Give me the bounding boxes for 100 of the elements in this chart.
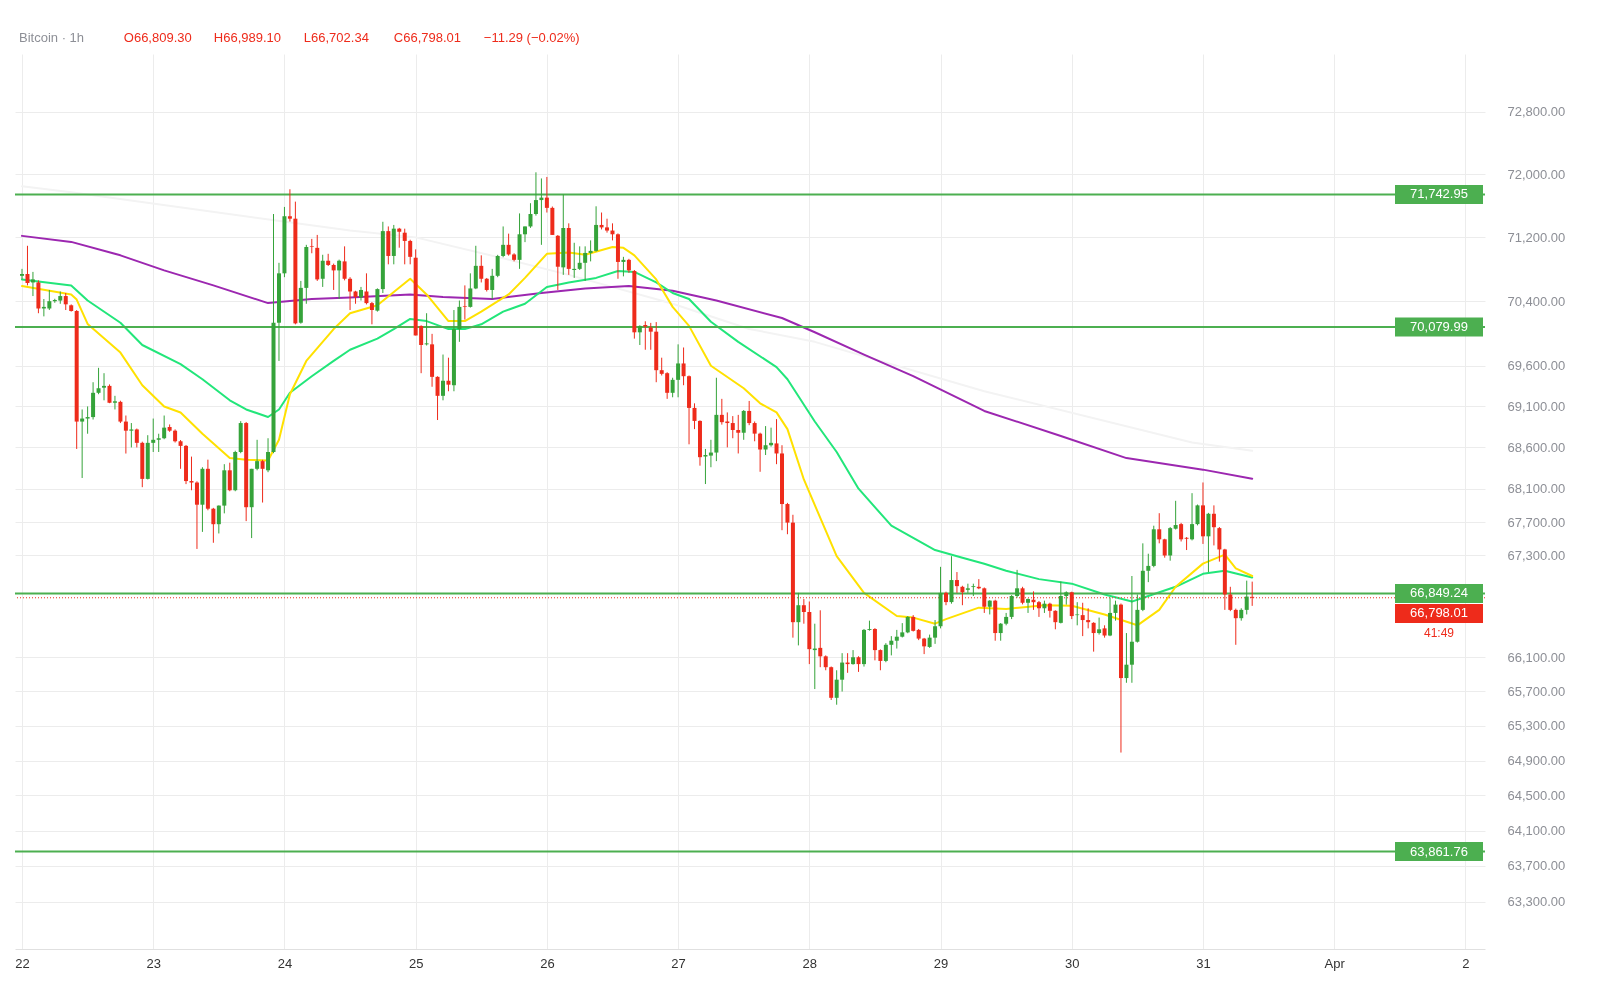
x-tick-label: 22 (15, 955, 30, 971)
candlestick (621, 256, 626, 277)
candlestick (397, 227, 402, 249)
y-tick-label: 64,100.00 (1507, 823, 1566, 839)
candlestick (473, 245, 478, 290)
candlestick (1129, 575, 1134, 684)
candlestick (506, 233, 511, 257)
candlestick (1091, 621, 1096, 653)
candlestick (1069, 591, 1074, 620)
candlestick (1244, 580, 1249, 615)
x-tick-label: Apr (1324, 955, 1346, 971)
candlestick (752, 421, 757, 442)
candlestick (331, 263, 336, 291)
candlestick (954, 571, 959, 594)
candlestick (129, 422, 134, 448)
candlestick (867, 620, 872, 632)
candlestick (25, 245, 30, 286)
candlestick (894, 629, 899, 650)
x-tick-label: 23 (146, 955, 161, 971)
candlestick (747, 400, 752, 426)
candlestick (533, 171, 538, 217)
candlestick (763, 425, 768, 456)
candlestick (785, 502, 790, 535)
candlestick (402, 228, 407, 265)
candlestick (730, 415, 735, 439)
x-tick-label: 28 (802, 955, 818, 971)
candlestick (588, 239, 593, 262)
candlestick (1086, 607, 1091, 629)
candlestick (1036, 600, 1041, 618)
candlestick (1053, 609, 1058, 630)
candlestick (358, 286, 363, 302)
candlestick (544, 176, 549, 214)
candlestick (834, 669, 839, 706)
x-tick-label: 29 (933, 955, 949, 971)
candlestick (851, 649, 856, 666)
text: C66,798.01 (393, 30, 462, 45)
candlestick (490, 268, 495, 300)
candlestick (194, 480, 199, 550)
candlestick (583, 245, 588, 282)
candlestick (1233, 608, 1238, 646)
candlestick (369, 301, 374, 325)
candlestick (287, 188, 292, 223)
candlestick (1047, 602, 1052, 619)
candlestick (1009, 594, 1014, 620)
candlestick (1015, 569, 1020, 599)
candlestick (670, 377, 675, 398)
candlestick (501, 225, 506, 258)
candlestick (965, 583, 970, 594)
candlestick (96, 367, 101, 395)
candlestick (889, 635, 894, 656)
candlestick (227, 462, 232, 492)
chart-title: Bitcoin · 1h (19, 30, 85, 45)
x-tick-label: 2 (1462, 955, 1470, 971)
candlestick (933, 619, 938, 645)
candlestick (408, 239, 413, 265)
candlestick (572, 242, 577, 279)
ref-line-label: 70,079.99 (1410, 318, 1468, 334)
candlestick (1146, 553, 1151, 583)
y-tick-label: 68,600.00 (1507, 439, 1566, 455)
candlestick (528, 202, 533, 229)
candlestick (156, 433, 161, 453)
x-tick-label: 31 (1196, 955, 1211, 971)
candlestick (260, 459, 265, 504)
candlestick (1173, 500, 1178, 531)
candlestick (102, 372, 107, 401)
candlestick (643, 320, 648, 351)
candlestick (648, 322, 653, 351)
y-tick-label: 70,400.00 (1507, 293, 1566, 309)
candlestick (20, 268, 24, 280)
candlestick (692, 402, 697, 430)
candlestick (468, 272, 473, 309)
candlestick (676, 343, 681, 398)
candlestick (85, 405, 90, 435)
x-tick-label: 27 (671, 955, 686, 971)
y-tick-label: 64,500.00 (1507, 787, 1566, 803)
candlestick (796, 592, 801, 646)
candlestick (309, 238, 314, 254)
candlestick (971, 583, 976, 597)
candlestick (30, 271, 35, 297)
text: L66,702.34 (303, 30, 369, 45)
candlestick (189, 456, 194, 491)
x-tick-label: 26 (540, 955, 555, 971)
annotation: 41:49 (1423, 626, 1455, 641)
candlestick (1184, 536, 1189, 551)
candlestick (774, 418, 779, 465)
candlestick (872, 627, 877, 661)
candlestick (1211, 504, 1216, 546)
candlestick (80, 408, 85, 479)
candlestick (348, 276, 353, 311)
candlestick (112, 395, 117, 410)
candlestick (703, 448, 708, 485)
candlestick (1190, 492, 1195, 541)
candlestick (495, 254, 500, 278)
candlestick (1108, 597, 1113, 637)
candlestick (741, 409, 746, 441)
candlestick (637, 324, 642, 346)
y-tick-label: 63,700.00 (1507, 858, 1566, 874)
candlestick (178, 439, 183, 470)
candlestick (118, 400, 123, 424)
candlestick (337, 259, 342, 300)
